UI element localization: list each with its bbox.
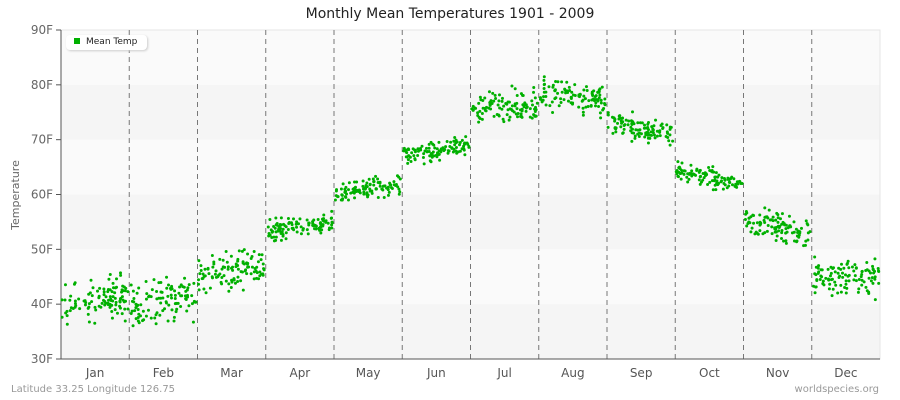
- svg-text:Jul: Jul: [496, 366, 511, 380]
- svg-text:40F: 40F: [31, 297, 53, 311]
- svg-text:Oct: Oct: [699, 366, 720, 380]
- svg-text:Sep: Sep: [630, 366, 653, 380]
- location-label: Latitude 33.25 Longitude 126.75: [11, 384, 176, 395]
- source-label: worldspecies.org: [794, 384, 879, 395]
- legend: Mean Temp: [66, 35, 148, 50]
- svg-text:60F: 60F: [31, 188, 53, 202]
- svg-text:Feb: Feb: [153, 366, 174, 380]
- svg-text:Jun: Jun: [426, 366, 446, 380]
- svg-text:Jan: Jan: [85, 366, 105, 380]
- svg-text:Apr: Apr: [289, 366, 310, 380]
- svg-text:30F: 30F: [31, 352, 53, 366]
- svg-text:Nov: Nov: [766, 366, 789, 380]
- svg-text:80F: 80F: [31, 78, 53, 92]
- svg-text:Dec: Dec: [834, 366, 857, 380]
- legend-swatch: [74, 38, 80, 44]
- svg-text:50F: 50F: [31, 242, 53, 256]
- svg-text:70F: 70F: [31, 133, 53, 147]
- svg-text:May: May: [356, 366, 381, 380]
- svg-text:Temperature: Temperature: [9, 160, 22, 231]
- svg-text:Mar: Mar: [220, 366, 243, 380]
- svg-text:Aug: Aug: [561, 366, 584, 380]
- legend-label: Mean Temp: [86, 37, 138, 47]
- svg-text:90F: 90F: [31, 23, 53, 37]
- chart-title: Monthly Mean Temperatures 1901 - 2009: [305, 6, 595, 22]
